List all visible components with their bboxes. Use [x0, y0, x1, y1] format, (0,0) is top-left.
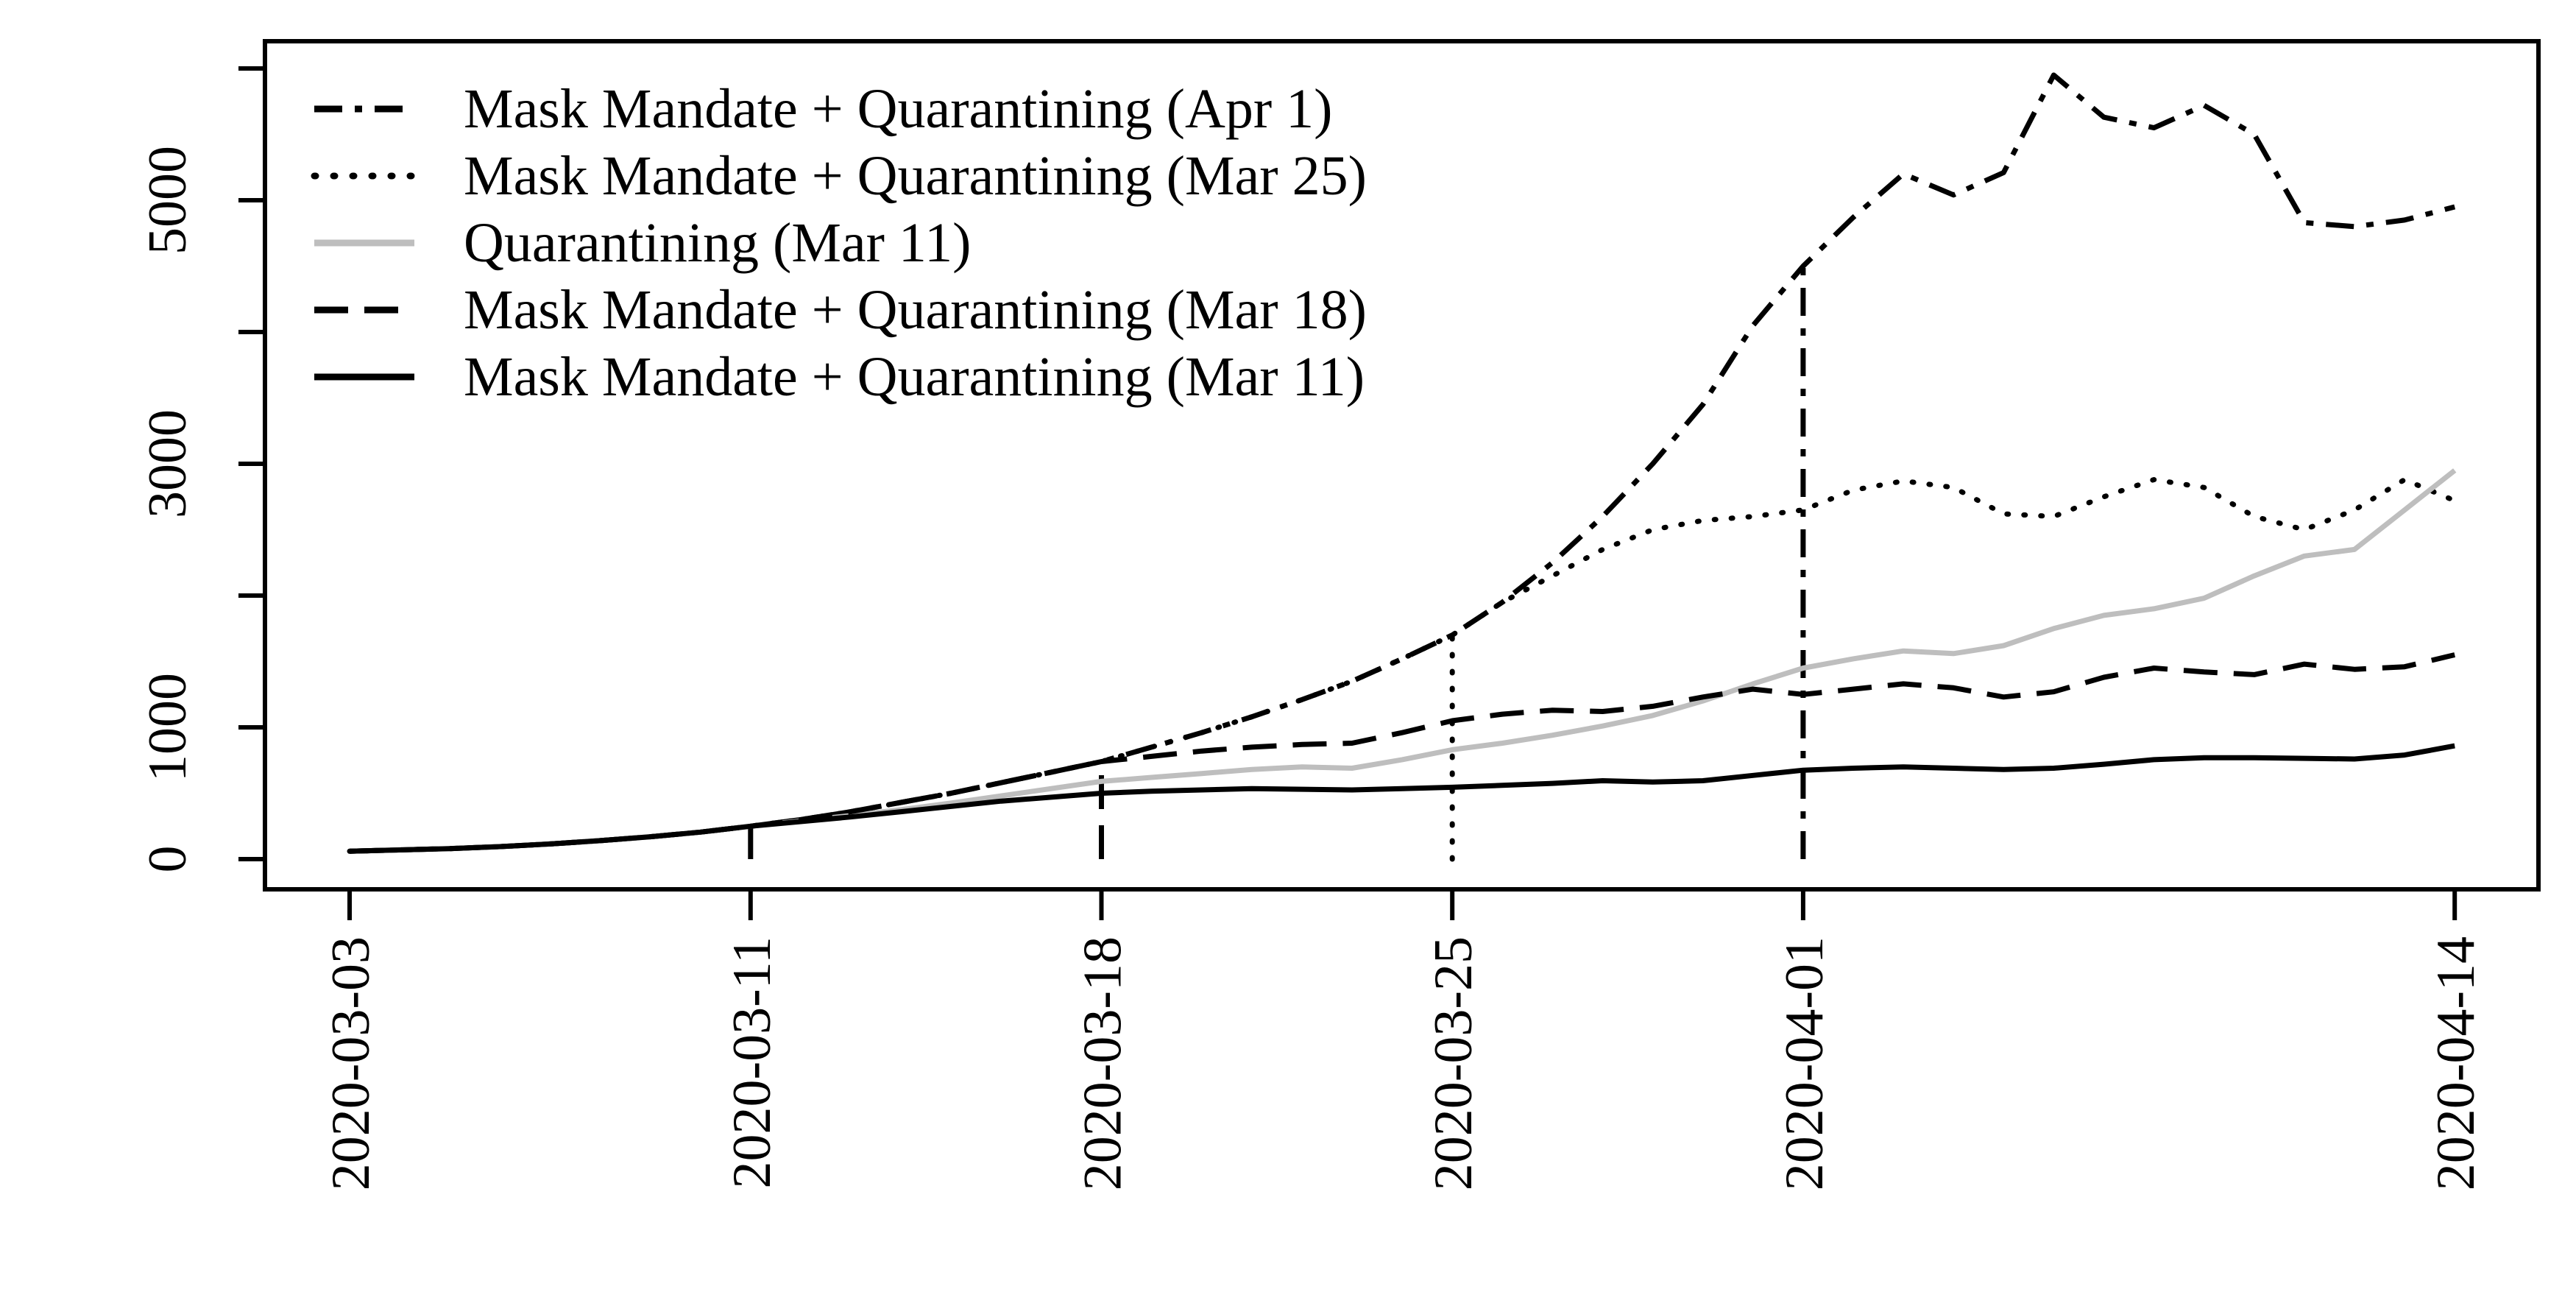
series-line-0 [349, 72, 2456, 854]
intervention-markers [748, 266, 1806, 862]
legend-label: Mask Mandate + Quarantining (Mar 18) [464, 279, 1367, 341]
legend: Mask Mandate + Quarantining (Apr 1)Mask … [311, 78, 1367, 408]
legend-label: Mask Mandate + Quarantining (Mar 11) [464, 346, 1365, 408]
series-line-1 [347, 477, 2458, 854]
legend-label: Mask Mandate + Quarantining (Mar 25) [464, 145, 1367, 207]
series-line-3 [349, 652, 2456, 854]
y-axis: 0 1000 3000 5000 [138, 66, 265, 873]
x-tick-label: 2020-04-01 [1774, 936, 1835, 1190]
x-tick-label: 2020-03-11 [722, 936, 782, 1189]
series-line-4 [349, 743, 2455, 854]
y-tick-label: 3000 [138, 409, 198, 518]
series-line-2 [349, 468, 2457, 854]
y-tick-label: 1000 [138, 673, 198, 782]
x-tick-label: 2020-04-14 [2426, 936, 2486, 1190]
x-axis: 2020-03-03 2020-03-11 2020-03-18 2020-03-25… [321, 889, 2486, 1190]
y-tick-label: 0 [138, 846, 198, 873]
series-curves [347, 72, 2458, 854]
x-tick-label: 2020-03-25 [1423, 936, 1484, 1190]
legend-label: Mask Mandate + Quarantining (Apr 1) [464, 78, 1332, 140]
x-tick-label: 2020-03-18 [1073, 936, 1133, 1190]
legend-label: Quarantining (Mar 11) [464, 212, 971, 274]
y-tick-label: 5000 [138, 146, 198, 255]
x-tick-label: 2020-03-03 [321, 936, 381, 1190]
